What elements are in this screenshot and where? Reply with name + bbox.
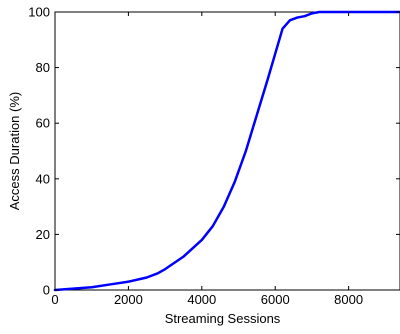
x-tick-label: 4000 [187,292,216,307]
y-axis-ticks: 0 20 40 60 80 100 [28,5,400,298]
y-tick-label: 80 [36,60,50,75]
y-tick-label: 40 [36,171,50,186]
x-tick-label: 0 [51,292,58,307]
x-axis-ticks: 0 2000 4000 6000 8000 [51,12,363,307]
x-axis-label: Streaming Sessions [165,311,281,326]
y-tick-label: 60 [36,116,50,131]
y-tick-label: 100 [28,5,50,20]
x-tick-label: 2000 [114,292,143,307]
y-tick-label: 0 [43,283,50,298]
y-tick-label: 20 [36,227,50,242]
series-layer [53,10,400,292]
x-tick-label: 6000 [261,292,290,307]
x-tick-label: 8000 [334,292,363,307]
plot-border [54,11,400,291]
series-line-0 [53,10,400,292]
y-axis-label: Access Duration (%) [7,92,22,210]
plot-frame [54,11,400,291]
